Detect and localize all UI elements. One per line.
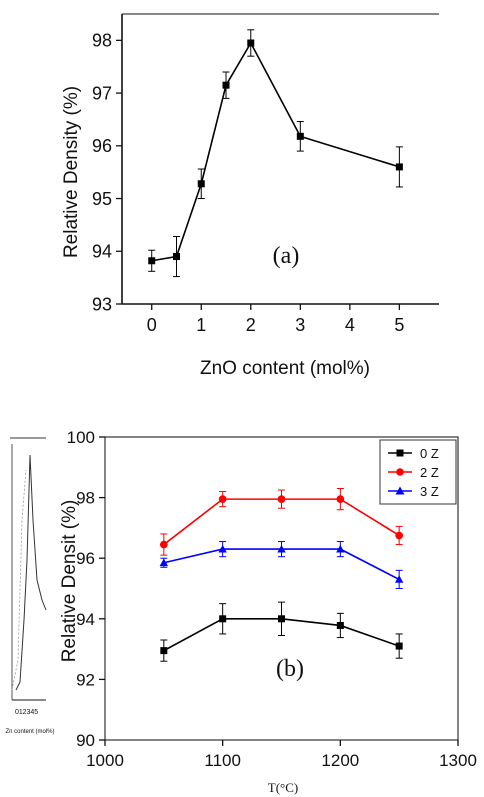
data-point xyxy=(219,615,227,623)
x-tick-label: 0 xyxy=(147,315,157,335)
y-tick-label: 94 xyxy=(76,610,95,629)
data-point xyxy=(218,544,227,553)
data-point xyxy=(160,647,168,655)
data-point xyxy=(395,531,404,540)
x-tick-label: 4 xyxy=(345,315,355,335)
legend-entry-2z: 2 Z xyxy=(388,465,439,480)
x-tick-label: 1300 xyxy=(439,751,477,770)
legend-marker-square xyxy=(396,449,404,457)
y-tick-label: 96 xyxy=(76,549,95,568)
x-tick-label: 1000 xyxy=(86,751,124,770)
y-tick-label: 94 xyxy=(92,242,112,262)
y-tick-label: 95 xyxy=(92,189,112,209)
data-point xyxy=(218,495,227,503)
series-line xyxy=(151,41,400,262)
inset-curve xyxy=(15,454,47,691)
y-tick-label: 92 xyxy=(76,670,95,689)
panel-a-label: (a) xyxy=(273,243,300,269)
y-tick-label: 100 xyxy=(67,428,95,447)
inset-fragment: 0 1 2 3 4 5 Zn content (mol%) xyxy=(5,437,55,735)
panel-b-plot-frame xyxy=(104,436,459,741)
data-point xyxy=(394,575,404,583)
x-tick-label: 5 xyxy=(394,315,404,335)
data-point xyxy=(148,257,156,265)
data-point xyxy=(336,544,345,553)
data-point xyxy=(222,81,230,89)
data-point xyxy=(395,163,403,171)
panel-a: 0 1 2 3 4 5 93 94 95 96 97 98 (a) ZnO content (mol%… xyxy=(61,13,439,379)
legend-label-2z: 2 Z xyxy=(420,465,439,480)
legend-entry-3z: 3 Z xyxy=(388,484,439,499)
legend-label-3z: 3 Z xyxy=(420,484,439,499)
data-point xyxy=(278,615,285,623)
data-point xyxy=(277,544,286,553)
inset-tick-labels: 0 1 2 3 4 5 xyxy=(15,709,38,716)
panel-a-y-title: Relative Density (%) xyxy=(61,86,82,258)
y-tick-label: 98 xyxy=(76,489,95,508)
panel-a-x-title: ZnO content (mol%) xyxy=(200,358,370,379)
data-point xyxy=(197,180,205,188)
data-point xyxy=(296,132,304,140)
data-point xyxy=(336,621,344,629)
legend-label-0z: 0 Z xyxy=(420,446,439,461)
x-tick-label: 2 xyxy=(246,315,256,335)
y-tick-label: 96 xyxy=(92,136,112,156)
y-tick-label: 97 xyxy=(92,83,112,103)
legend-marker-circle xyxy=(396,468,404,476)
legend: 0 Z 2 Z 3 Z xyxy=(379,439,457,505)
data-point xyxy=(395,642,403,650)
x-tick-label: 1200 xyxy=(321,751,359,770)
data-point xyxy=(336,495,345,503)
x-tick-label: 1 xyxy=(196,315,206,335)
panel-b-x-title: T(°C) xyxy=(268,780,298,795)
panel-b-label: (b) xyxy=(276,656,304,682)
y-tick-label: 90 xyxy=(76,731,95,750)
legend-frame xyxy=(379,439,457,505)
data-point xyxy=(159,540,168,549)
y-tick-label: 93 xyxy=(92,294,112,314)
legend-marker-triangle xyxy=(395,486,405,495)
data-point xyxy=(172,253,180,261)
y-tick-label: 98 xyxy=(92,31,112,51)
legend-entry-0z: 0 Z xyxy=(388,446,439,461)
data-point xyxy=(247,39,255,47)
x-tick-label: 1100 xyxy=(204,751,241,770)
inset-faint-curve xyxy=(11,469,27,691)
panel-b: 1000 1100 1200 1300 90 92 94 96 98 100 0 Z 2 Z 3 … xyxy=(59,428,477,795)
data-point xyxy=(159,558,169,567)
data-point xyxy=(277,495,286,503)
inset-caption: Zn content (mol%) xyxy=(5,729,54,735)
panel-b-y-title: Relative Densit (%) xyxy=(59,500,80,663)
x-tick-label: 3 xyxy=(295,315,305,335)
